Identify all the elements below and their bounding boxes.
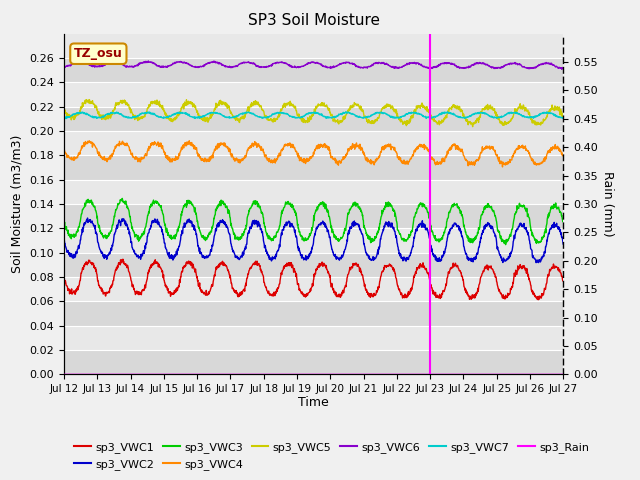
Y-axis label: Rain (mm): Rain (mm) bbox=[602, 171, 614, 237]
Y-axis label: Soil Moisture (m3/m3): Soil Moisture (m3/m3) bbox=[11, 135, 24, 273]
X-axis label: Time: Time bbox=[298, 396, 329, 408]
Legend: sp3_VWC1, sp3_VWC2, sp3_VWC3, sp3_VWC4, sp3_VWC5, sp3_VWC6, sp3_VWC7, sp3_Rain: sp3_VWC1, sp3_VWC2, sp3_VWC3, sp3_VWC4, … bbox=[70, 438, 594, 474]
Bar bbox=[64, 252, 563, 277]
Bar bbox=[64, 228, 563, 252]
Bar bbox=[64, 131, 563, 156]
Bar bbox=[64, 82, 563, 107]
Bar bbox=[64, 180, 563, 204]
Text: TZ_osu: TZ_osu bbox=[74, 47, 123, 60]
Bar bbox=[64, 58, 563, 82]
Bar bbox=[64, 156, 563, 180]
Title: SP3 Soil Moisture: SP3 Soil Moisture bbox=[248, 13, 380, 28]
Bar bbox=[64, 326, 563, 350]
Bar bbox=[64, 204, 563, 228]
Bar bbox=[64, 301, 563, 326]
Bar bbox=[64, 277, 563, 301]
Bar bbox=[64, 107, 563, 131]
Bar bbox=[64, 350, 563, 374]
